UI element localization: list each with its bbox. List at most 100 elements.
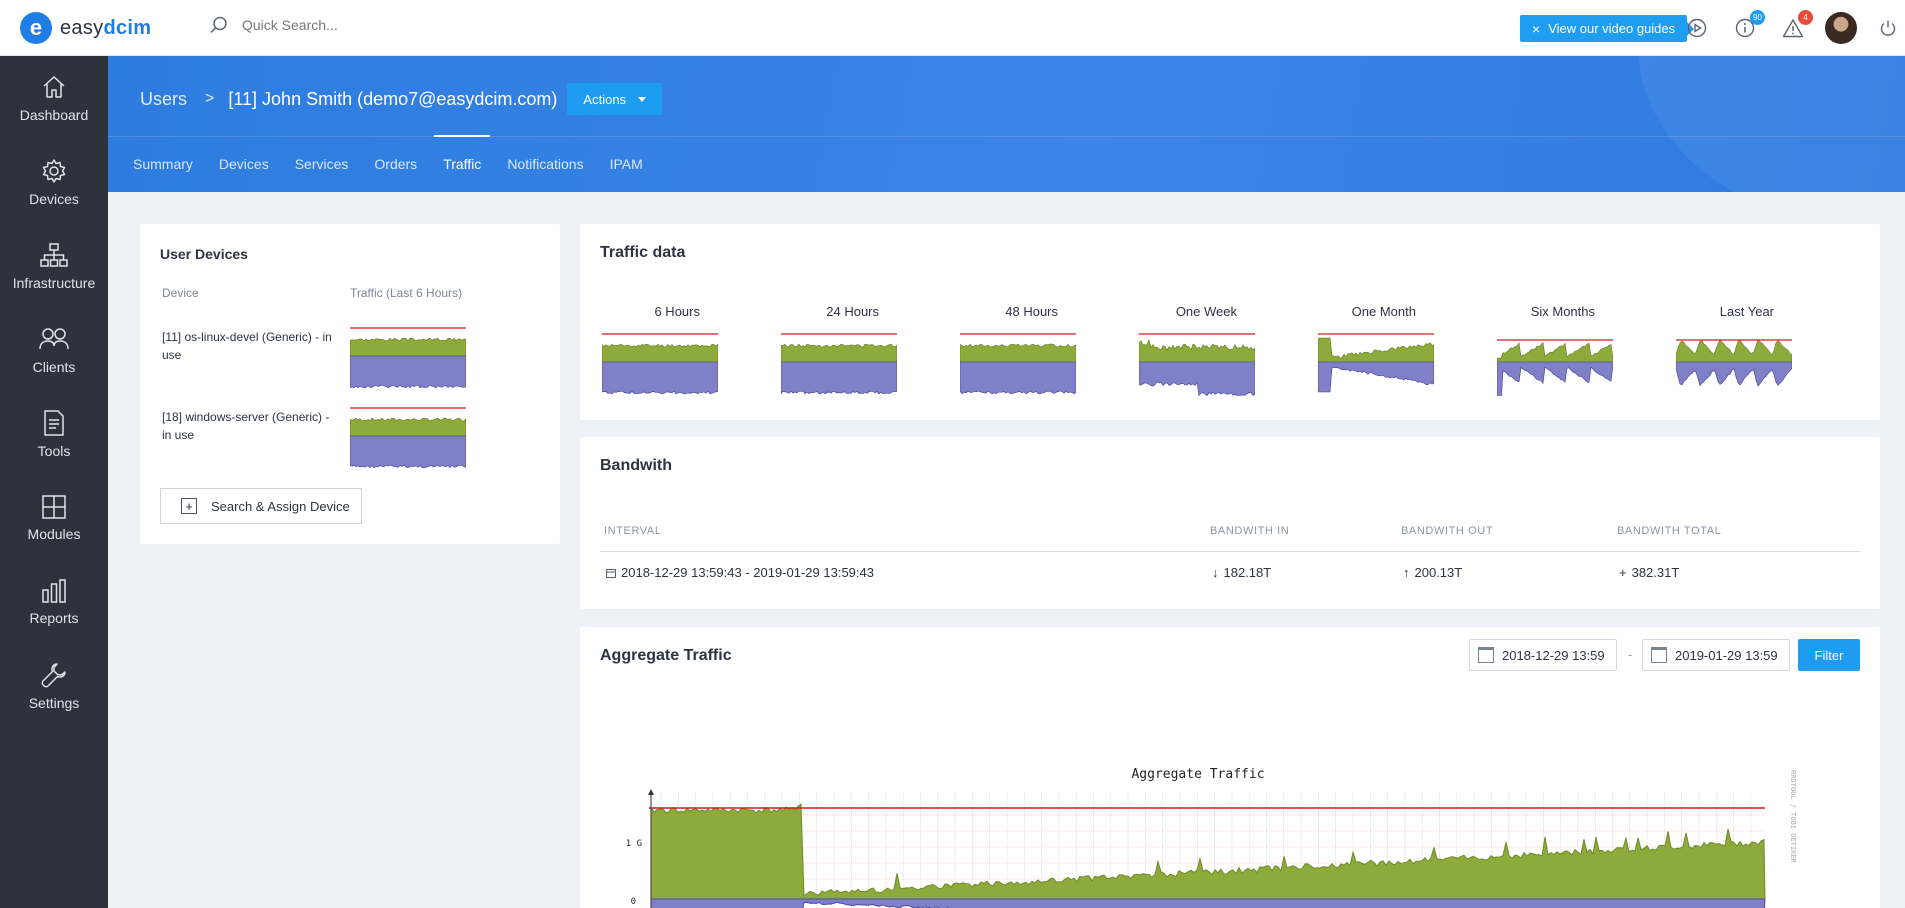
period-six-months[interactable]: Six Months: [1475, 304, 1645, 396]
sidebar-item-modules[interactable]: Modules: [0, 476, 108, 560]
info-icon[interactable]: 90: [1733, 10, 1765, 40]
bandwith-interval: 2018-12-29 13:59:43 - 2019-01-29 13:59:4…: [606, 565, 874, 580]
period-48-hours[interactable]: 48 Hours: [938, 304, 1108, 395]
tab-services[interactable]: Services: [294, 156, 349, 172]
column-header-bandwith-in: BANDWITH IN: [1210, 525, 1290, 537]
document-icon: [44, 410, 64, 436]
alert-count-badge: 4: [1798, 10, 1813, 25]
traffic-in-area: [1676, 338, 1792, 363]
traffic-in-area: [1497, 341, 1613, 363]
page-header: Users > [11] John Smith (demo7@easydcim.…: [108, 56, 1905, 192]
tab-traffic[interactable]: Traffic: [434, 135, 491, 192]
date-to-input[interactable]: 2019-01-29 13:59: [1642, 639, 1790, 671]
period-last-year[interactable]: Last Year: [1654, 304, 1824, 387]
period-one-month[interactable]: One Month: [1296, 304, 1466, 393]
search-assign-device-button[interactable]: + Search & Assign Device: [160, 488, 362, 524]
tab-bar: Summary Devices Services Orders Traffic …: [124, 135, 660, 192]
video-guide-button[interactable]: × View our video guides: [1520, 15, 1695, 42]
avatar[interactable]: [1825, 12, 1857, 44]
y-tick-label: 0: [631, 897, 636, 907]
traffic-out-area: [1139, 361, 1255, 396]
column-header-interval: INTERVAL: [604, 525, 662, 537]
traffic-out-area: [1676, 361, 1792, 387]
search-input[interactable]: [242, 17, 502, 33]
search-icon[interactable]: [210, 16, 228, 34]
y-tick-label: 1 G: [626, 839, 642, 849]
traffic-in-area: [1139, 339, 1255, 363]
assign-label: Search & Assign Device: [211, 498, 350, 514]
traffic-graph-6-hours[interactable]: [602, 332, 718, 396]
sidebar-item-dashboard[interactable]: Dashboard: [0, 56, 108, 140]
traffic-graph-one-month[interactable]: [1318, 332, 1434, 396]
close-icon[interactable]: ×: [1532, 20, 1541, 37]
sidebar-item-settings[interactable]: Settings: [0, 644, 108, 728]
column-header-bandwith-out: BANDWITH OUT: [1401, 525, 1494, 537]
chevron-right-icon: >: [205, 90, 215, 107]
traffic-in-area: [650, 803, 1766, 900]
traffic-graph-one-week[interactable]: [1139, 332, 1255, 396]
traffic-in-area: [350, 417, 466, 437]
traffic-out-area: [350, 435, 466, 469]
period-label: 6 Hours: [654, 304, 700, 319]
traffic-graph-24-hours[interactable]: [781, 332, 897, 396]
traffic-graph-48-hours[interactable]: [960, 332, 1076, 396]
traffic-out-area: [350, 355, 466, 389]
alert-icon[interactable]: 4: [1781, 10, 1813, 40]
logo[interactable]: e easydcim: [20, 12, 151, 44]
column-header-device: Device: [162, 286, 199, 300]
actions-label: Actions: [583, 91, 627, 107]
sidebar-item-label: Modules: [27, 526, 81, 542]
caret-down-icon: [638, 96, 647, 102]
traffic-out-area: [650, 898, 1766, 908]
top-bar: e easydcim × View our video guides 90 4: [0, 0, 1905, 56]
column-header-bandwith-total: BANDWITH TOTAL: [1617, 525, 1722, 537]
sidebar-item-tools[interactable]: Tools: [0, 392, 108, 476]
power-icon[interactable]: [1876, 16, 1900, 40]
tab-summary[interactable]: Summary: [133, 156, 193, 172]
user-devices-card: User Devices Device Traffic (Last 6 Hour…: [140, 224, 560, 544]
device-link[interactable]: [11] os-linux-devel (Generic) - in use: [162, 330, 332, 362]
tab-ipam[interactable]: IPAM: [609, 156, 643, 172]
user-devices-title: User Devices: [160, 246, 248, 262]
grid-icon: [42, 495, 66, 519]
calendar-icon: [1651, 647, 1667, 663]
traffic-out-area: [781, 361, 897, 395]
bandwith-out-value: ↑ 200.13T: [1403, 565, 1463, 580]
tab-orders[interactable]: Orders: [374, 156, 418, 172]
quick-search: [210, 16, 502, 34]
sidebar-item-infrastructure[interactable]: Infrastructure: [0, 224, 108, 308]
actions-dropdown-button[interactable]: Actions: [567, 83, 663, 115]
breadcrumb: Users > [11] John Smith (demo7@easydcim.…: [140, 83, 663, 115]
period-label: Six Months: [1530, 304, 1595, 319]
traffic-graph-last-year[interactable]: [1676, 332, 1792, 396]
period-24-hours[interactable]: 24 Hours: [759, 304, 929, 395]
period-one-week[interactable]: One Week: [1117, 304, 1287, 396]
tab-devices[interactable]: Devices: [218, 156, 269, 172]
sidebar: Dashboard Devices Infrastructure Clients…: [0, 56, 108, 908]
period-6-hours[interactable]: 6 Hours: [580, 304, 750, 395]
sidebar-item-devices[interactable]: Devices: [0, 140, 108, 224]
page-title: [11] John Smith (demo7@easydcim.com): [228, 88, 558, 109]
traffic-out-area: [960, 361, 1076, 395]
filter-button[interactable]: Filter: [1798, 639, 1860, 671]
traffic-graph-six-months[interactable]: [1497, 332, 1613, 396]
users-icon: [39, 328, 69, 350]
play-icon[interactable]: [1685, 16, 1709, 40]
bandwith-title: Bandwith: [600, 457, 672, 474]
date-from-input[interactable]: 2018-12-29 13:59: [1469, 639, 1617, 671]
gear-icon: [42, 159, 66, 183]
sidebar-item-reports[interactable]: Reports: [0, 560, 108, 644]
bar-chart-icon: [42, 579, 66, 603]
aggregate-traffic-graph[interactable]: Aggregate Traffic 1 G 0 RRDTOOL / TOBI O…: [580, 687, 1880, 908]
traffic-in-area: [781, 343, 897, 363]
device-traffic-graph[interactable]: [350, 326, 466, 390]
traffic-in-area: [350, 337, 466, 357]
sidebar-item-clients[interactable]: Clients: [0, 308, 108, 392]
device-traffic-graph[interactable]: [350, 406, 466, 470]
breadcrumb-users-link[interactable]: Users: [140, 88, 188, 109]
bandwith-card: Bandwith INTERVAL BANDWITH IN BANDWITH O…: [580, 437, 1880, 609]
device-link[interactable]: [18] windows-server (Generic) - in use: [162, 410, 330, 442]
tab-notifications[interactable]: Notifications: [507, 156, 584, 172]
calendar-icon: [1478, 647, 1494, 663]
sidebar-item-label: Settings: [28, 695, 80, 711]
